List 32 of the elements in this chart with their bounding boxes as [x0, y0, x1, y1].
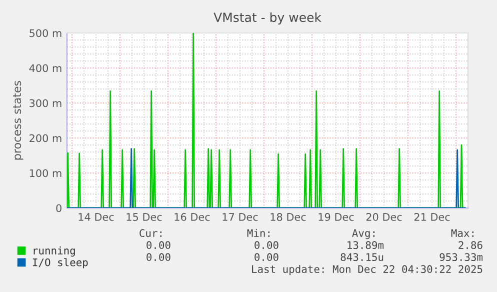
text: Min: — [247, 228, 270, 237]
text: 0.00 — [254, 253, 278, 262]
x-tick-label: 14 Dec — [78, 213, 114, 221]
text: 0.00 — [254, 241, 278, 250]
y-tick-label: 200 m — [30, 134, 62, 142]
text: 953.33m — [440, 253, 483, 262]
x-tick-label: 19 Dec — [318, 213, 354, 221]
y-tick-label: 500 m — [30, 29, 62, 38]
chart-title: VMstat - by week — [214, 12, 322, 24]
text: 843.15u — [340, 253, 384, 262]
x-tick-label: 17 Dec — [222, 213, 258, 221]
legend-label: I/O sleep — [32, 258, 88, 268]
y-tick-label: 100 m — [30, 169, 62, 178]
text: Last update: Mon Dec 22 04:30:22 2025 — [252, 264, 482, 276]
text: 0.00 — [146, 253, 170, 262]
x-tick-label: 15 Dec — [126, 213, 162, 221]
y-axis-title: process states — [13, 80, 24, 160]
x-tick-label: 18 Dec — [270, 213, 306, 221]
text: Max: — [451, 229, 474, 238]
text: Cur: — [140, 229, 162, 238]
x-tick-label: 21 Dec — [414, 213, 450, 221]
x-tick-label: 20 Dec — [366, 213, 402, 221]
x-tick-label: 16 Dec — [174, 213, 210, 221]
y-tick-label: 400 m — [29, 64, 62, 72]
y-tick-label: 300 m — [30, 99, 62, 108]
text: 0.00 — [146, 241, 170, 250]
text: Avg: — [352, 229, 374, 240]
text: 2.86 — [458, 241, 482, 250]
text: 13.89m — [348, 241, 384, 250]
line-series — [67, 33, 466, 208]
y-tick-label: 0 — [56, 204, 62, 212]
legend-label: running — [34, 246, 75, 257]
